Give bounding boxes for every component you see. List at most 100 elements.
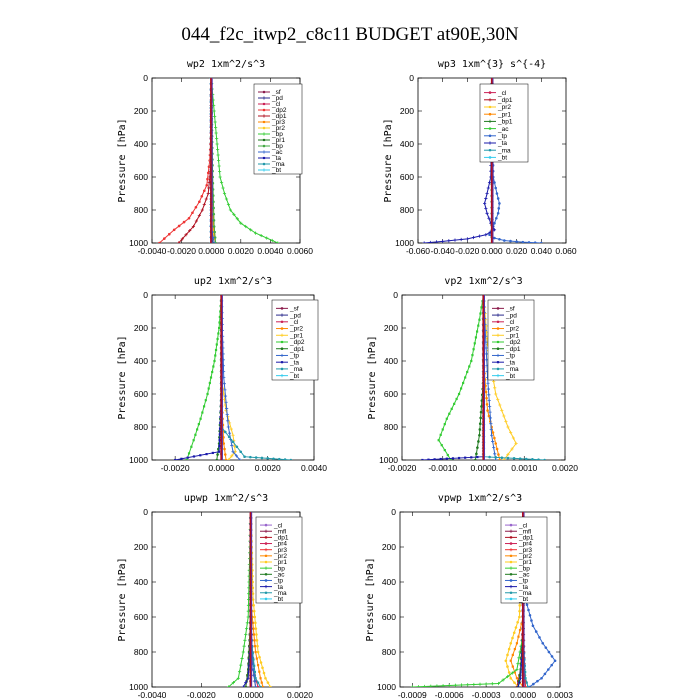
data-point [244,224,248,229]
data-point [231,450,235,454]
data-point [550,663,553,667]
legend-label: _mfl [518,528,532,535]
data-point [196,428,199,431]
data-point [507,647,511,651]
data-point [258,655,261,659]
data-point [231,440,235,444]
data-point [245,621,249,625]
data-point [253,639,256,642]
legend-label: _bt [505,373,515,380]
data-point [553,659,557,663]
data-point [218,433,221,436]
legend-label: _tp [289,353,299,360]
data-point [541,641,545,645]
y-tick-label: 0 [143,290,148,300]
data-point [515,642,519,645]
data-point [459,387,463,390]
legend-marker [496,374,500,378]
x-tick-label: 0.0060 [287,246,313,256]
data-point [477,440,480,443]
data-point [500,408,504,413]
y-tick-label: 0 [143,73,148,83]
data-point [448,412,451,415]
legend-label: _bt [273,596,283,603]
data-point [496,197,500,200]
data-point [247,656,250,659]
legend-label: _dp2 [271,107,287,114]
data-point [497,453,500,456]
legend-label: _pr2 [505,326,519,333]
legend: _cl_mfl_dp1_pr4_pr3_pr2_pr1_bp_ac_tp_ta_… [255,516,303,604]
data-point [194,205,198,209]
data-point [537,458,540,460]
data-point [215,136,219,141]
data-point [416,685,421,687]
data-point [512,457,516,460]
data-point [457,392,461,396]
data-point [211,370,214,374]
data-point [498,237,501,241]
legend-marker [280,340,284,344]
y-axis-label: Pressure [hPa] [383,118,394,202]
panel-title: wp3 1xm^{3} s^{-4} [438,59,546,70]
data-point [494,186,498,190]
data-point [509,239,512,243]
data-point [492,380,496,384]
data-point [422,241,426,243]
data-point [423,684,427,687]
data-point [524,677,527,680]
legend-marker [488,141,492,145]
legend-marker [264,548,268,552]
legend-label: _ta [505,359,515,366]
data-point [243,638,247,642]
legend-label: _pr4 [273,541,287,548]
data-point [239,663,243,667]
data-point [498,458,502,460]
data-point [491,439,495,444]
data-point [252,633,256,636]
data-point [479,312,482,315]
data-point [510,447,514,451]
y-tick-label: 400 [382,577,396,587]
data-point [197,423,200,426]
data-point [506,653,509,657]
data-point [506,456,510,460]
legend-label: _pr2 [273,553,287,560]
data-point [459,683,464,687]
data-point [261,666,264,670]
series-line-dp2 [186,295,222,460]
legend-label: _dp2 [289,339,305,346]
data-point [514,441,518,446]
legend-label: _pr2 [497,104,511,111]
legend-marker [264,585,268,589]
data-point [212,206,215,210]
data-point [228,208,233,212]
data-point [509,659,512,662]
data-point [277,457,281,460]
data-point [190,445,193,448]
data-point [439,433,442,436]
legend-marker [509,536,513,539]
y-tick-label: 800 [400,205,414,215]
data-point [235,217,239,221]
data-point [466,370,469,374]
data-point [489,427,493,432]
legend-label: _ta [497,140,507,147]
legend-label: _pr1 [271,137,285,144]
series-line-dp2 [438,295,484,460]
legend-marker [262,162,266,166]
data-point [209,376,213,379]
legend-label: _cl [505,319,515,326]
y-tick-label: 200 [400,106,414,116]
legend-marker [280,367,284,371]
data-point [474,336,478,339]
data-point [224,197,229,201]
data-point [252,674,256,677]
data-point [466,683,470,687]
data-point [494,458,498,460]
legend-marker [509,573,513,576]
data-point [182,220,186,224]
data-point [216,453,219,456]
y-tick-label: 400 [134,577,148,587]
data-point [264,676,267,680]
